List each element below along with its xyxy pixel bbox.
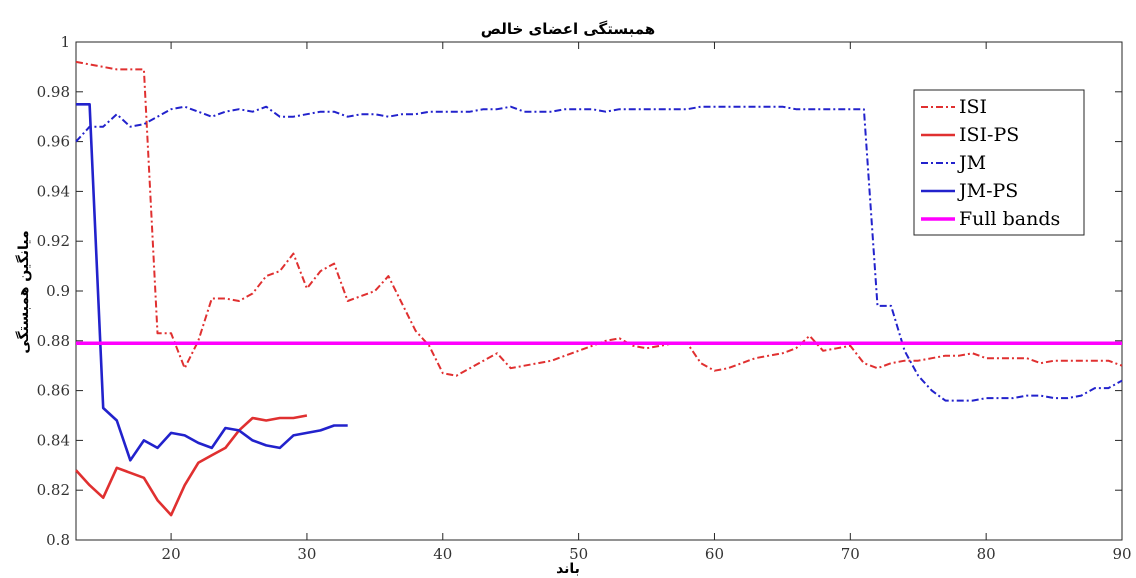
y-tick-label: 0.88 [37, 332, 70, 350]
x-tick-label: 20 [162, 545, 181, 563]
x-tick-label: 80 [977, 545, 996, 563]
y-axis-label: میانگین همبستگی [15, 230, 32, 353]
x-tick-label: 60 [705, 545, 724, 563]
x-tick-label: 50 [569, 545, 588, 563]
chart-title: همبستگی اعضای خالص [481, 20, 655, 38]
x-axis-label: باند [556, 561, 580, 577]
legend-entry: Full bands [959, 208, 1060, 230]
y-axis: 0.8 0.82 0.84 0.86 0.88 0.9 0.92 0.94 0.96 0.98 1 [37, 33, 1122, 549]
series-line-jm-ps [76, 103, 348, 462]
x-tick-label: 30 [297, 545, 316, 563]
y-tick-label: 0.96 [37, 133, 70, 151]
x-tick-label: 90 [1112, 545, 1131, 563]
y-tick-label: 0.84 [37, 431, 70, 449]
legend-entry: ISI [959, 96, 987, 118]
y-tick-label: 0.86 [37, 382, 70, 400]
y-tick-label: 0.92 [37, 232, 70, 250]
x-tick-label: 70 [841, 545, 860, 563]
x-tick-label: 40 [433, 545, 452, 563]
y-tick-label: 0.94 [37, 182, 70, 200]
y-tick-label: 1 [60, 33, 70, 51]
legend-entry: ISI-PS [959, 124, 1019, 146]
y-tick-label: 0.82 [37, 481, 70, 499]
y-tick-label: 0.8 [46, 531, 70, 549]
legend-entry: JM [957, 152, 986, 174]
x-axis: 20 30 40 50 60 70 80 90 [162, 42, 1132, 563]
series-line-jm [75, 105, 1123, 402]
series-layer [75, 60, 1123, 517]
y-tick-label: 0.98 [37, 83, 70, 101]
legend: ISI ISI-PS JM JM-PS Full bands [913, 89, 1085, 236]
y-tick-label: 0.9 [46, 282, 70, 300]
series-line-isi-ps [75, 414, 308, 517]
legend-entry: JM-PS [957, 180, 1018, 202]
